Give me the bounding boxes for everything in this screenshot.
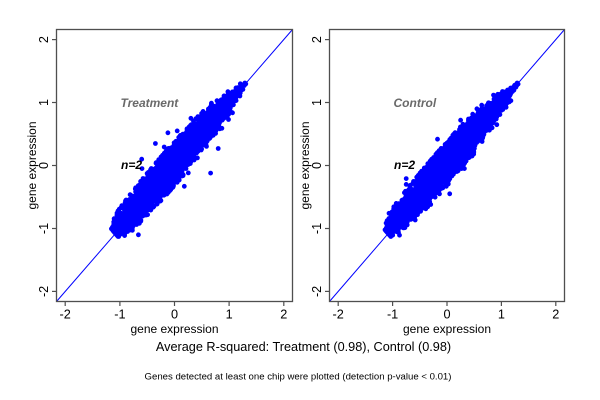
svg-text:1: 1 (226, 308, 233, 322)
svg-text:gene expression: gene expression (25, 121, 39, 209)
svg-text:2: 2 (280, 308, 287, 322)
svg-text:-2: -2 (37, 286, 51, 297)
svg-text:Treatment: Treatment (121, 96, 180, 110)
svg-text:0: 0 (310, 162, 324, 169)
svg-text:gene expression: gene expression (403, 322, 491, 336)
svg-text:0: 0 (443, 308, 450, 322)
svg-text:-2: -2 (310, 286, 324, 297)
svg-text:-1: -1 (387, 308, 398, 322)
svg-text:-2: -2 (333, 308, 344, 322)
svg-text:Average R-squared: Treatment (: Average R-squared: Treatment (0.98), Con… (156, 340, 451, 354)
svg-text:n=2: n=2 (121, 158, 142, 172)
svg-text:2: 2 (552, 308, 559, 322)
svg-text:Control: Control (394, 96, 437, 110)
svg-text:2: 2 (310, 36, 324, 43)
svg-text:n=2: n=2 (394, 158, 415, 172)
svg-text:1: 1 (37, 99, 51, 106)
svg-text:0: 0 (171, 308, 178, 322)
svg-text:1: 1 (310, 99, 324, 106)
svg-text:2: 2 (37, 36, 51, 43)
svg-text:Genes detected at least one ch: Genes detected at least one chip were pl… (145, 372, 452, 383)
svg-text:gene expression: gene expression (298, 121, 312, 209)
svg-text:-1: -1 (114, 308, 125, 322)
svg-text:gene expression: gene expression (130, 322, 218, 336)
svg-text:-2: -2 (60, 308, 71, 322)
svg-text:1: 1 (498, 308, 505, 322)
svg-text:-1: -1 (37, 223, 51, 234)
svg-text:0: 0 (37, 162, 51, 169)
svg-text:-1: -1 (310, 223, 324, 234)
